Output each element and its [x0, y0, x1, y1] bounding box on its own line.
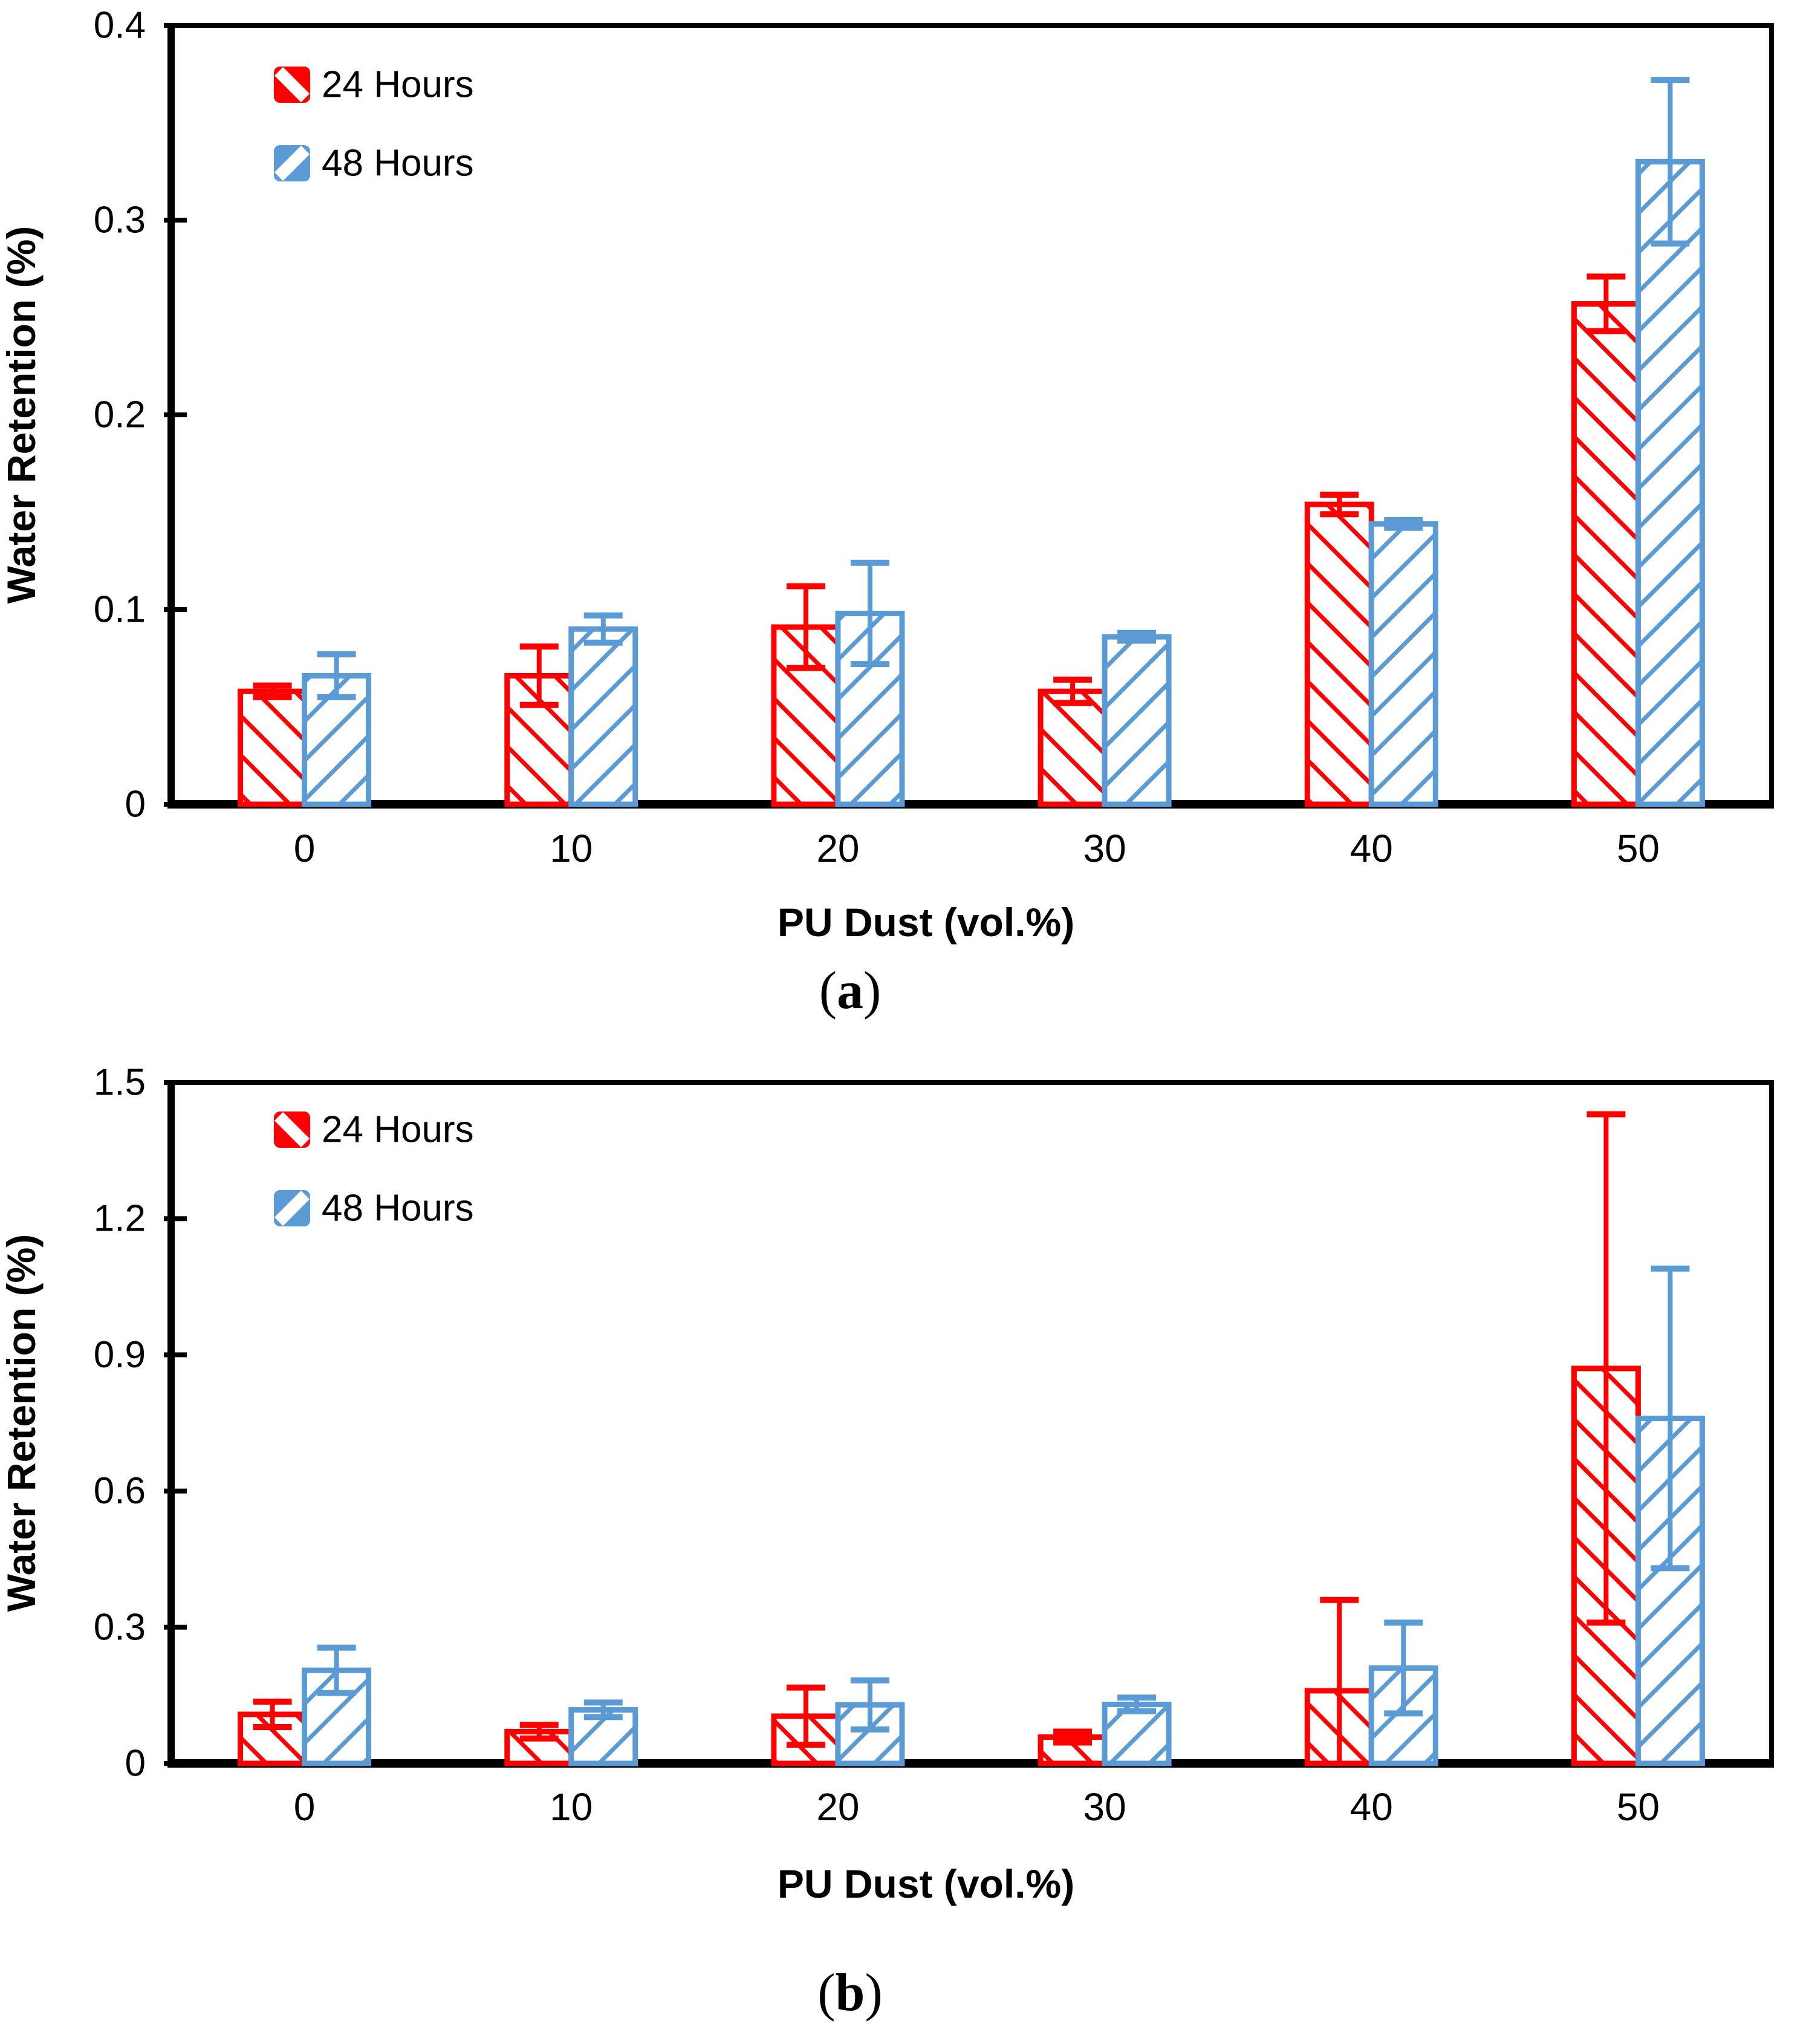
bar-b-48hours-30: [1102, 1701, 1172, 1766]
panel-b-xtick-label: 40: [1350, 1785, 1393, 1829]
bar-a-48hours-10: [568, 626, 638, 807]
bar-a-24hours-50: [1571, 301, 1641, 807]
panel-b-xtick-label: 20: [816, 1785, 859, 1829]
panel-a-xlabel: PU Dust (vol.%): [778, 900, 1074, 945]
caption-a-open: (: [819, 962, 837, 1020]
bar-a-48hours-50: [1635, 158, 1705, 807]
panel-a-ytick-label: 0: [125, 784, 146, 825]
panel-b-plot-frame: [169, 1080, 1774, 1766]
legend-item-24hours: 24 Hours: [274, 1109, 474, 1151]
panel-a-ytick-label: 0.4: [94, 5, 146, 47]
legend-swatch-hatch: [274, 1190, 310, 1226]
caption-b-letter: b: [835, 1964, 865, 2022]
panel-b-xtick-label: 10: [550, 1785, 593, 1829]
panel-b-chart: 0 0.3 0.6 0.9 1.2 1.5 0 10 20 30 40 50 PU Dust (vol.…: [0, 1062, 1774, 1906]
bar-a-48hours-40: [1368, 521, 1438, 807]
caption-a-letter: a: [837, 962, 863, 1020]
panel-a-ylabel: Water Retention (%): [0, 226, 44, 604]
panel-b-caption: (b): [0, 1962, 1755, 2023]
panel-b-xtick-label: 30: [1083, 1785, 1126, 1829]
panel-b-ytick-label: 0.3: [94, 1606, 146, 1648]
legend-label: 48 Hours: [322, 143, 474, 184]
panel-a-ytick-label: 0.2: [94, 394, 146, 436]
legend-item-48hours: 48 Hours: [274, 143, 474, 184]
panel-b-ytick-label: 0: [125, 1743, 146, 1785]
legend-label: 24 Hours: [322, 64, 474, 106]
caption-b-open: (: [817, 1964, 836, 2022]
caption-a-close: ): [863, 962, 882, 1020]
panel-b-xlabel: PU Dust (vol.%): [778, 1861, 1074, 1906]
panel-a-xtick-label: 0: [294, 827, 316, 870]
legend-item-24hours: 24 Hours: [274, 64, 474, 106]
panel-b-ytick-label: 1.5: [94, 1062, 146, 1104]
legend-label: 48 Hours: [322, 1188, 474, 1229]
panel-b-ylabel: Water Retention (%): [0, 1234, 44, 1612]
bar-a-24hours-30: [1038, 688, 1108, 807]
panel-b-ytick-label: 1.2: [94, 1198, 146, 1240]
panel-a-chart: 0 0.1 0.2 0.3 0.4 0 10 20 30 40 50 PU Dust (vol.%) W…: [0, 5, 1774, 945]
legend-label: 24 Hours: [322, 1109, 474, 1151]
legend-swatch-hatch: [274, 1112, 310, 1148]
panel-a-xtick-label: 50: [1617, 827, 1660, 870]
bar-a-48hours-30: [1102, 634, 1172, 807]
panel-a-xtick-label: 10: [550, 827, 593, 870]
panel-a-xtick-label: 20: [816, 827, 859, 870]
bar-a-48hours-20: [835, 610, 905, 807]
panel-b-ytick-label: 0.6: [94, 1470, 146, 1512]
panel-b-ytick-label: 0.9: [94, 1334, 146, 1376]
panel-a-xtick-label: 40: [1350, 827, 1393, 870]
bar-a-24hours-40: [1304, 501, 1374, 807]
caption-b-close: ): [865, 1964, 883, 2022]
panel-a-caption: (a): [0, 960, 1755, 1021]
legend-item-48hours: 48 Hours: [274, 1188, 474, 1229]
bar-a-24hours-0: [238, 688, 308, 807]
legend-swatch-hatch: [274, 67, 310, 103]
panel-b-xtick-label: 50: [1617, 1785, 1660, 1829]
panel-a-ytick-label: 0.1: [94, 589, 146, 631]
panel-a-ytick-label: 0.3: [94, 200, 146, 241]
legend-swatch-hatch: [274, 145, 310, 181]
panel-a-xtick-label: 30: [1083, 827, 1126, 870]
panel-b-xtick-label: 0: [294, 1785, 316, 1829]
